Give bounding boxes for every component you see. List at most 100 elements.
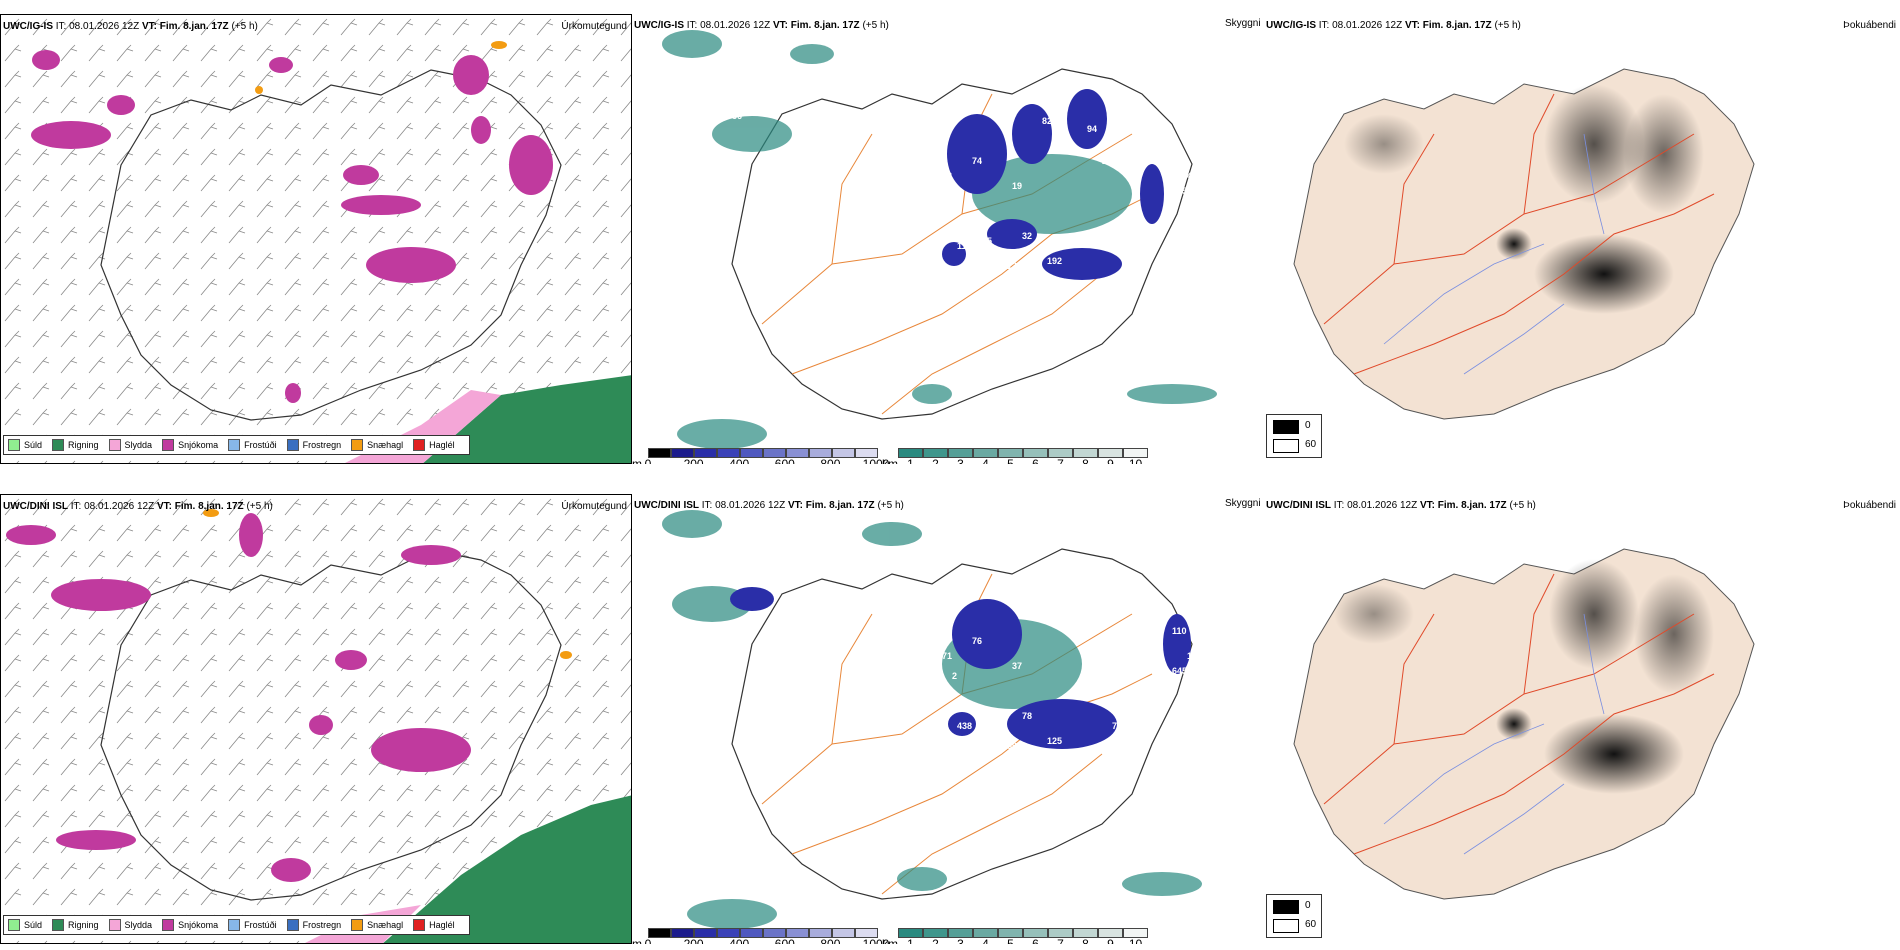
cloudbase-colorbar-segment bbox=[832, 928, 855, 938]
field-name: Úrkomutegund bbox=[561, 501, 627, 512]
visibility-areas bbox=[662, 30, 1217, 449]
fog-map-ig bbox=[1293, 68, 1755, 420]
cloudbase-value-label: 69 bbox=[1007, 741, 1017, 751]
visibility-unit: km bbox=[882, 937, 898, 944]
precip-legend-item: Súld bbox=[8, 919, 42, 931]
cloudbase-unit: m bbox=[632, 937, 642, 944]
field-name: Þokuábendi bbox=[1843, 20, 1896, 31]
panel-title: UWC/DINI ISL IT: 08.01.2026 12Z VT: Fim.… bbox=[3, 501, 273, 512]
visibility-colorbar-segment bbox=[1098, 448, 1123, 458]
cloudbase-value-label: 125 bbox=[1047, 736, 1062, 746]
fog-legend-label: 0 bbox=[1305, 900, 1311, 911]
precip-legend-swatch bbox=[162, 439, 175, 451]
fog-shading bbox=[1334, 559, 1714, 794]
cloudbase-value-label: 33 bbox=[952, 191, 962, 201]
road-network bbox=[1323, 573, 1715, 855]
visibility-colorbar-segment bbox=[998, 928, 1023, 938]
cloudbase-value-label: 73 bbox=[942, 171, 952, 181]
visibility-colorbar-tick: 1 bbox=[907, 457, 914, 464]
precip-legend-label: Súld bbox=[24, 920, 43, 930]
visibility-colorbar-tick: 7 bbox=[1057, 937, 1064, 944]
cloudbase-colorbar-tick: 600 bbox=[774, 937, 795, 944]
visibility-colorbar-segment bbox=[1098, 928, 1123, 938]
cloudbase-value-label: 82 bbox=[1042, 116, 1052, 126]
cloudbase-colorbar-segment bbox=[763, 448, 786, 458]
visibility-colorbar: km 1 2 3 4 5 6 7 8 9 10 bbox=[882, 928, 1152, 944]
cloudbase-value-label: 478 bbox=[712, 96, 727, 106]
precip-legend-swatch bbox=[286, 919, 299, 931]
fog-map-dini bbox=[1293, 548, 1755, 900]
precip-legend-label: Slydda bbox=[124, 920, 153, 930]
visibility-colorbar-tick: 7 bbox=[1057, 457, 1064, 464]
panel-title: UWC/IG-IS IT: 08.01.2026 12Z VT: Fim. 8.… bbox=[634, 20, 889, 31]
precip-legend-item: Súld bbox=[8, 439, 42, 451]
visibility-colorbar-tick: 5 bbox=[1007, 457, 1014, 464]
precip-legend-item: Frostúði bbox=[228, 439, 277, 451]
fog-legend-swatch bbox=[1273, 919, 1299, 933]
visibility-colorbar-tick: 8 bbox=[1082, 457, 1089, 464]
fog-shading bbox=[1344, 84, 1704, 314]
cloudbase-colorbar-tick: 0 bbox=[644, 457, 652, 464]
precip-legend-item: Snjókoma bbox=[162, 919, 218, 931]
precip-legend-item: Rigning bbox=[52, 439, 99, 451]
precip-legend-item: Frostúði bbox=[228, 919, 277, 931]
cloudbase-colorbar-segment bbox=[740, 928, 763, 938]
cloudbase-value-label: 45 bbox=[1187, 171, 1197, 181]
cloudbase-colorbar-segment bbox=[717, 448, 740, 458]
cloud-panel-dini: 356 144 76 71 2 82 119 37 80 9 110 83 78 69 125 79 692 16… bbox=[632, 494, 1264, 944]
precip-legend-item: Haglél bbox=[413, 919, 455, 931]
visibility-colorbar-tick: 10 bbox=[1128, 457, 1143, 464]
cloudbase-colorbar-segment bbox=[786, 928, 809, 938]
cloudbase-value-label: 36 bbox=[732, 111, 742, 121]
cloudbase-colorbar-segment bbox=[832, 448, 855, 458]
precip-type-map-ig bbox=[1, 15, 631, 463]
cloudbase-value-label: 83 bbox=[977, 716, 987, 726]
cloudbase-colorbar-segment bbox=[786, 448, 809, 458]
precip-legend-swatch bbox=[413, 439, 426, 451]
snow-areas bbox=[31, 50, 553, 403]
fog-legend-swatch bbox=[1273, 900, 1299, 914]
cloudbase-value-label: 71 bbox=[942, 651, 952, 661]
cloudbase-colorbar-segment bbox=[855, 448, 878, 458]
visibility-colorbar-segment bbox=[948, 448, 973, 458]
cloudbase-areas bbox=[942, 89, 1164, 280]
precip-legend-swatch bbox=[52, 919, 65, 931]
field-name: Skyggni bbox=[1225, 18, 1261, 29]
cloudbase-labels: 356 144 76 712 82 119 37 80 9 110 83 78 69 125 79 692 16… bbox=[792, 576, 1197, 751]
cloudbase-colorbar-tick: 800 bbox=[820, 457, 841, 464]
cloudbase-value-label: 645 bbox=[1172, 666, 1187, 676]
precip-legend-swatch bbox=[351, 919, 364, 931]
precip-legend-item: Rigning bbox=[52, 919, 99, 931]
precip-legend: Súld Rigning Slydda Snjókoma Frostúði Frostre… bbox=[3, 435, 470, 455]
precip-legend-label: Frostregn bbox=[302, 440, 342, 450]
cloudbase-value-label: 144 bbox=[877, 246, 892, 256]
precip-legend-label: Snjókoma bbox=[178, 920, 219, 930]
visibility-areas bbox=[662, 510, 1202, 929]
visibility-colorbar-tick: 2 bbox=[932, 937, 939, 944]
precip-legend-swatch bbox=[52, 439, 65, 451]
panel-title: UWC/IG-IS IT: 08.01.2026 12Z VT: Fim. 8.… bbox=[3, 21, 258, 32]
precip-legend-swatch bbox=[8, 439, 20, 451]
cloudbase-value-label: 164 bbox=[877, 726, 892, 736]
field-name: Úrkomutegund bbox=[561, 21, 627, 32]
cloud-map-dini: 356 144 76 712 82 119 37 80 9 110 83 78 69 125 79 692 16… bbox=[662, 510, 1202, 929]
snow-areas bbox=[6, 513, 471, 882]
cloudbase-value-label: 19 bbox=[1012, 181, 1022, 191]
precip-legend-swatch bbox=[162, 919, 175, 931]
cloudbase-value-label: 9 bbox=[1102, 636, 1107, 646]
cloudbase-colorbar-segment bbox=[671, 928, 694, 938]
cloudbase-value-label: 692 bbox=[1127, 741, 1142, 751]
iceland-outline bbox=[731, 68, 1193, 420]
fog-legend-label: 60 bbox=[1305, 919, 1317, 930]
fog-legend-swatch bbox=[1273, 420, 1299, 434]
field-name: Þokuábendi bbox=[1843, 500, 1896, 511]
cloudbase-colorbar-segment bbox=[717, 928, 740, 938]
visibility-colorbar-segment bbox=[923, 448, 948, 458]
precip-legend: Súld Rigning Slydda Snjókoma Frostúði Frostre… bbox=[3, 915, 470, 935]
precip-legend-label: Haglél bbox=[429, 440, 455, 450]
visibility-colorbar-segment bbox=[1048, 928, 1073, 938]
cloudbase-value-label: 76 bbox=[972, 636, 982, 646]
iceland-outline bbox=[731, 548, 1193, 900]
cloudbase-colorbar: m 0 200 400 600 800 1000 bbox=[632, 928, 889, 944]
